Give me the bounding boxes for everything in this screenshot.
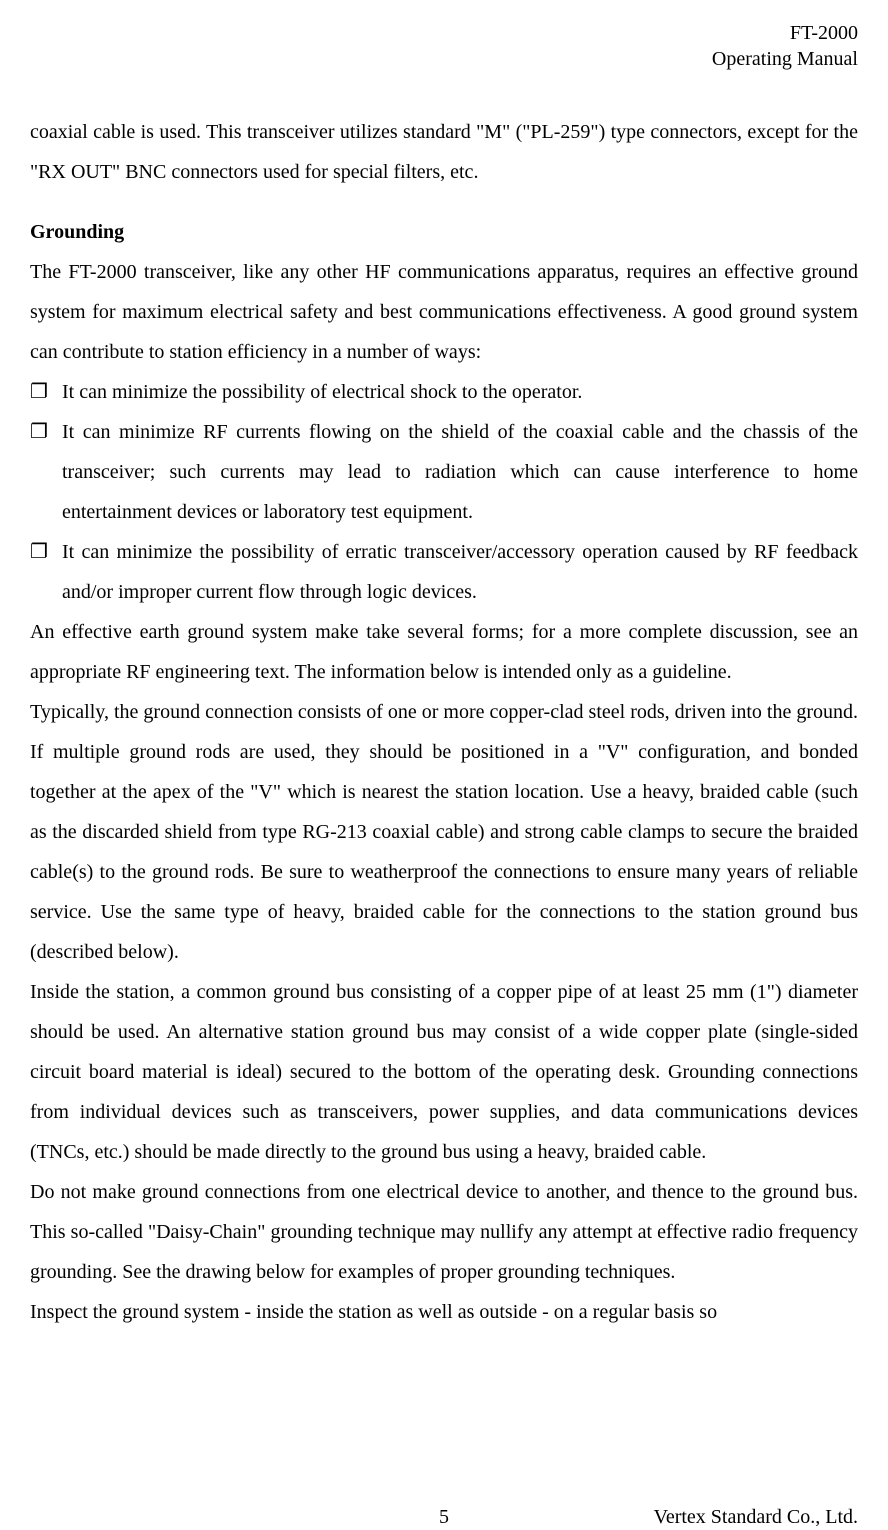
section-heading-grounding: Grounding (30, 212, 858, 252)
bullet-text: It can minimize RF currents flowing on t… (62, 421, 858, 523)
bullet-text: It can minimize the possibility of elect… (62, 381, 582, 403)
document-title: Operating Manual (30, 46, 858, 72)
bullet-item: ❐ It can minimize RF currents flowing on… (30, 412, 858, 532)
bullet-marker-icon: ❐ (30, 412, 48, 452)
bullet-marker-icon: ❐ (30, 372, 48, 412)
page-header: FT-2000 Operating Manual (30, 20, 858, 72)
bullet-text: It can minimize the possibility of errat… (62, 541, 858, 603)
company-name: Vertex Standard Co., Ltd. (654, 1506, 858, 1529)
paragraph-6: Inspect the ground system - inside the s… (30, 1292, 858, 1332)
intro-paragraph: coaxial cable is used. This transceiver … (30, 112, 858, 192)
paragraph-1: The FT-2000 transceiver, like any other … (30, 252, 858, 372)
model-name: FT-2000 (30, 20, 858, 46)
page-number: 5 (439, 1506, 449, 1529)
page-content: coaxial cable is used. This transceiver … (30, 112, 858, 1332)
paragraph-3: Typically, the ground connection consist… (30, 692, 858, 972)
paragraph-2: An effective earth ground system make ta… (30, 612, 858, 692)
bullet-item: ❐ It can minimize the possibility of ele… (30, 372, 858, 412)
bullet-marker-icon: ❐ (30, 532, 48, 572)
paragraph-4: Inside the station, a common ground bus … (30, 972, 858, 1172)
paragraph-5: Do not make ground connections from one … (30, 1172, 858, 1292)
bullet-item: ❐ It can minimize the possibility of err… (30, 532, 858, 612)
bullet-list: ❐ It can minimize the possibility of ele… (30, 372, 858, 612)
